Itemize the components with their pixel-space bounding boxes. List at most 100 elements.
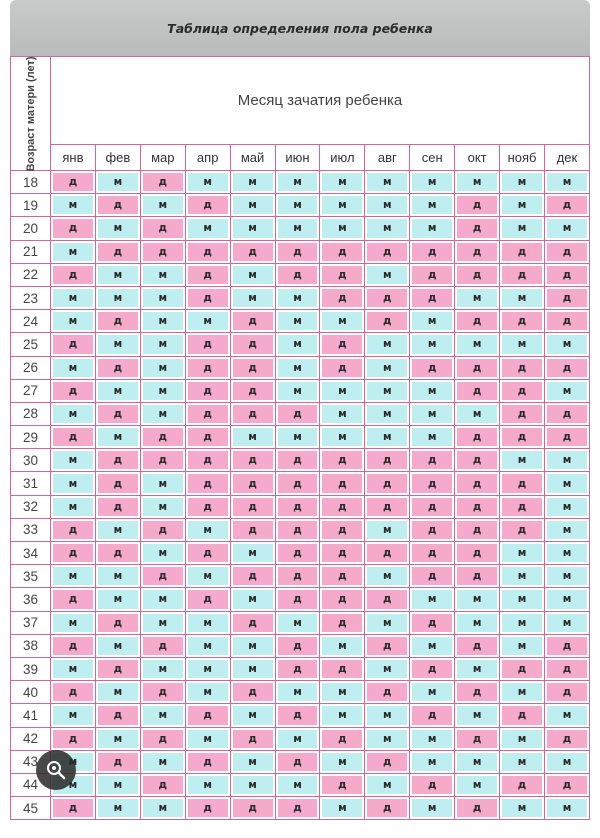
gender-chip: д — [187, 288, 228, 308]
gender-chip: д — [277, 544, 318, 563]
gender-chip: м — [322, 219, 363, 238]
gender-cell: д — [274, 262, 321, 287]
gender-chip: м — [232, 219, 273, 238]
gender-chip: м — [187, 219, 228, 238]
gender-chip: м — [502, 729, 542, 748]
gender-chip: д — [97, 613, 138, 632]
month-header-cell: июл — [319, 144, 366, 171]
gender-cell: д — [274, 540, 321, 566]
gender-chip: д — [412, 474, 453, 493]
gender-chip: м — [457, 590, 498, 609]
gender-chip: д — [232, 358, 273, 377]
gender-cell: д — [454, 517, 501, 543]
gender-chip: д — [502, 312, 542, 331]
gender-cell: м — [364, 610, 411, 635]
gender-cell: м — [319, 169, 366, 195]
gender-cell: д — [543, 425, 591, 450]
gender-chip: д — [322, 567, 363, 586]
gender-cell: д — [543, 262, 591, 287]
gender-cell: д — [499, 401, 545, 427]
gender-cell: м — [499, 633, 545, 658]
gender-cell: м — [139, 610, 186, 635]
gender-cell: м — [364, 656, 411, 682]
gender-cell: д — [454, 239, 501, 264]
gender-cell: м — [409, 726, 456, 751]
gender-chip: д — [367, 636, 408, 655]
gender-cell: д — [499, 471, 545, 496]
gender-cell: д — [409, 656, 456, 682]
gender-chip: д — [142, 451, 183, 470]
table-row: 20 д м д м м м м м м д м м — [10, 216, 591, 241]
gender-cell: д — [94, 656, 141, 682]
gender-cell: м — [50, 239, 96, 264]
gender-chip: д — [502, 659, 542, 679]
gender-chip: д — [457, 799, 498, 818]
gender-chip: м — [457, 335, 498, 354]
gender-chip: м — [187, 173, 228, 192]
gender-chip: м — [546, 567, 587, 586]
gender-cell: д — [184, 540, 231, 566]
gender-chip: м — [277, 335, 318, 354]
gender-chip: м — [546, 474, 587, 493]
month-header-cell: апр — [184, 144, 231, 171]
gender-cell: м — [454, 749, 501, 774]
gender-chip: д — [97, 358, 138, 377]
gender-chip: м — [53, 497, 93, 516]
table-row: 18 д м д м м м м м м м м м — [10, 169, 591, 195]
gender-chip: д — [546, 288, 587, 308]
gender-cell: м — [229, 633, 276, 658]
gender-cell: д — [319, 517, 366, 543]
gender-cell: м — [543, 378, 591, 403]
gender-chip: м — [502, 196, 542, 215]
gender-chip: м — [322, 312, 363, 331]
gender-cell: д — [499, 517, 545, 543]
gender-chip: м — [457, 288, 498, 308]
gender-cell: м — [499, 540, 545, 566]
gender-cell: м — [499, 610, 545, 635]
gender-chip: д — [187, 335, 228, 354]
lens-search-icon[interactable] — [36, 750, 76, 790]
gender-cell: м — [543, 517, 591, 543]
gender-chip: д — [322, 544, 363, 563]
gender-chip: м — [142, 288, 183, 308]
gender-chip: д — [187, 428, 228, 447]
gender-cell: м — [543, 471, 591, 496]
gender-cell: д — [94, 309, 141, 334]
gender-chip: м — [412, 381, 453, 400]
gender-chip: м — [277, 683, 318, 702]
gender-cell: м — [409, 309, 456, 334]
gender-chip: м — [142, 752, 183, 771]
gender-cell: д — [139, 239, 186, 264]
gender-chip: м — [502, 683, 542, 702]
gender-cell: м — [184, 772, 231, 798]
gender-chip: м — [142, 706, 183, 725]
gender-chip: м — [502, 173, 542, 192]
gender-cell: м — [499, 285, 545, 311]
gender-cell: д — [274, 587, 321, 612]
gender-cell: м — [319, 378, 366, 403]
gender-chip: д — [502, 404, 542, 424]
gender-chip: м — [53, 242, 93, 261]
table-row: 22 д м м д м д д м д д д д — [10, 262, 591, 287]
gender-cell: м — [184, 656, 231, 682]
gender-chip: д — [322, 775, 363, 795]
gender-cell: м — [50, 309, 96, 334]
gender-chip: м — [546, 752, 587, 771]
table-row: 44 м м д м м м д м д м д д — [10, 772, 591, 798]
gender-chip: м — [97, 265, 138, 284]
gender-chip: м — [412, 636, 453, 655]
gender-chip: м — [457, 752, 498, 771]
gender-cell: д — [274, 564, 321, 589]
gender-cell: д — [139, 448, 186, 473]
gender-chip: м — [322, 428, 363, 447]
gender-chip: д — [187, 590, 228, 609]
age-cell: 34 — [10, 540, 51, 566]
table-row: 32 м д м д д д д д д д д м — [10, 494, 591, 519]
gender-cell: д — [50, 726, 96, 751]
gender-chip: д — [367, 451, 408, 470]
gender-cell: м — [409, 633, 456, 658]
gender-cell: д — [543, 656, 591, 682]
gender-chip: м — [232, 173, 273, 192]
gender-cell: м — [499, 749, 545, 774]
gender-cell: м — [184, 680, 231, 705]
